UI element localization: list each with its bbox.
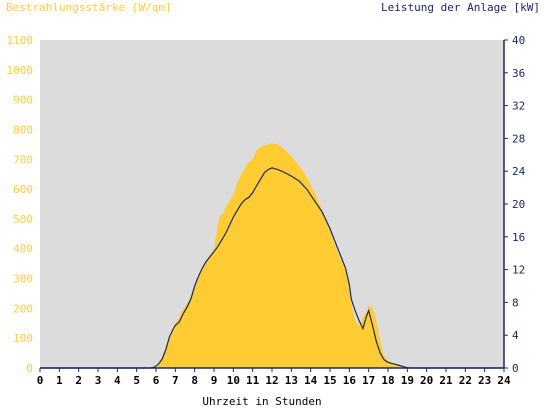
x-tick-label: 21 [439, 374, 453, 387]
y-right-tick-label: 24 [512, 165, 526, 178]
y-left-tick-label: 1100 [7, 34, 34, 47]
x-tick-label: 15 [323, 374, 336, 387]
x-tick-label: 3 [95, 374, 102, 387]
y-left-tick-label: 200 [13, 302, 33, 315]
x-tick-label: 8 [191, 374, 198, 387]
x-tick-label: 19 [401, 374, 414, 387]
x-tick-label: 10 [227, 374, 240, 387]
x-tick-label: 22 [459, 374, 472, 387]
x-axis-label: Uhrzeit in Stunden [202, 395, 321, 408]
y-right-tick-label: 12 [512, 264, 525, 277]
y-left-tick-label: 300 [13, 273, 33, 286]
y-right-tick-label: 4 [512, 329, 519, 342]
y-left-tick-label: 800 [13, 123, 33, 136]
x-tick-label: 9 [211, 374, 218, 387]
x-tick-label: 0 [37, 374, 44, 387]
x-tick-label: 24 [497, 374, 511, 387]
y-right-tick-label: 32 [512, 100, 525, 113]
y-left-tick-label: 700 [13, 153, 33, 166]
y-left-tick-label: 600 [13, 183, 33, 196]
x-tick-label: 2 [75, 374, 82, 387]
right-axis-title: Leistung der Anlage [kW] [381, 1, 540, 14]
y-right-tick-label: 36 [512, 67, 525, 80]
y-left-tick-label: 500 [13, 213, 33, 226]
y-left-tick-label: 400 [13, 243, 33, 256]
left-axis-title: Bestrahlungsstärke [W/qm] [6, 1, 172, 14]
y-left-tick-label: 0 [26, 362, 33, 375]
y-right-tick-label: 20 [512, 198, 525, 211]
x-tick-label: 23 [478, 374, 491, 387]
x-tick-label: 13 [285, 374, 298, 387]
y-right-tick-label: 40 [512, 34, 525, 47]
x-tick-label: 20 [420, 374, 433, 387]
y-left-tick-label: 100 [13, 332, 33, 345]
y-right-tick-label: 8 [512, 296, 519, 309]
x-tick-label: 12 [265, 374, 278, 387]
x-tick-label: 6 [153, 374, 160, 387]
y-right-tick-label: 16 [512, 231, 525, 244]
x-tick-label: 18 [381, 374, 394, 387]
y-right-tick-label: 28 [512, 132, 525, 145]
x-tick-label: 7 [172, 374, 179, 387]
y-right-tick-label: 0 [512, 362, 519, 375]
x-tick-label: 5 [133, 374, 140, 387]
x-tick-label: 11 [246, 374, 260, 387]
irradiance-area [40, 142, 504, 368]
power-line [40, 167, 504, 369]
x-tick-label: 4 [114, 374, 121, 387]
x-tick-label: 17 [362, 374, 375, 387]
x-tick-label: 1 [56, 374, 63, 387]
x-tick-label: 16 [343, 374, 357, 387]
y-left-tick-label: 900 [13, 94, 33, 107]
y-left-tick-label: 1000 [7, 64, 34, 77]
x-tick-label: 14 [304, 374, 318, 387]
